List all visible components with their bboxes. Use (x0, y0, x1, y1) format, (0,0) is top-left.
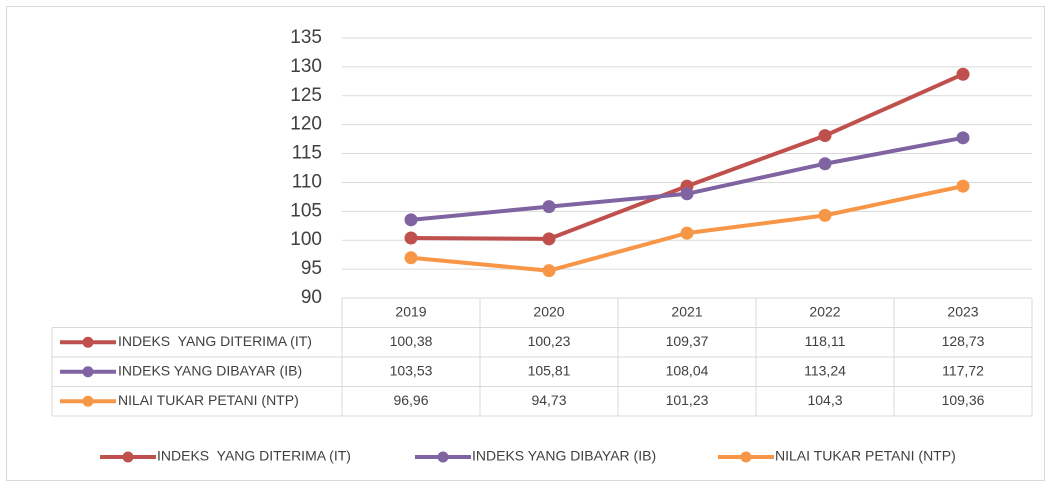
legend-marker (122, 451, 134, 463)
legend-label: INDEKS YANG DITERIMA (IT) (157, 448, 351, 464)
x-tick-label: 2019 (395, 303, 426, 319)
y-tick-label: 135 (290, 27, 322, 48)
y-tick-label: 115 (292, 143, 322, 164)
y-tick-label: 125 (290, 85, 322, 106)
x-tick-label: 2023 (947, 303, 978, 319)
x-tick-label: 2021 (671, 303, 702, 319)
table-value: 113,24 (804, 362, 846, 378)
legend-marker (82, 366, 94, 378)
table-value: 103,53 (390, 362, 433, 378)
y-tick-label: 90 (301, 287, 322, 308)
table-value: 100,38 (390, 333, 433, 349)
table-value: 117,72 (942, 362, 984, 378)
y-tick-label: 100 (290, 229, 322, 250)
y-tick-label: 130 (290, 56, 322, 77)
data-point (542, 200, 556, 214)
legend-label: INDEKS YANG DIBAYAR (IB) (472, 448, 656, 464)
data-point (542, 264, 556, 278)
table-value: 118,11 (805, 333, 846, 349)
y-tick-label: 105 (290, 200, 322, 221)
table-value: 108,04 (666, 362, 709, 378)
legend-marker (82, 336, 94, 348)
data-point (404, 251, 418, 265)
table-series-name: INDEKS YANG DITERIMA (IT) (118, 333, 312, 349)
table-series-name: NILAI TUKAR PETANI (NTP) (118, 392, 299, 408)
table-value: 105,81 (528, 362, 571, 378)
data-point (818, 208, 832, 222)
data-point (956, 131, 970, 145)
data-point (404, 231, 418, 245)
data-point (818, 129, 832, 143)
table-value: 94,73 (531, 392, 566, 408)
table-value: 109,36 (942, 392, 985, 408)
legend-label: NILAI TUKAR PETANI (NTP) (775, 448, 956, 464)
data-point (542, 232, 556, 246)
table-value: 104,3 (807, 392, 842, 408)
x-tick-label: 2022 (809, 303, 840, 319)
table-value: 109,37 (666, 333, 709, 349)
legend-marker (82, 395, 94, 407)
y-tick-label: 110 (292, 171, 322, 192)
data-point (680, 187, 694, 201)
data-point (404, 213, 418, 227)
table-value: 101,23 (666, 392, 709, 408)
data-point (956, 179, 970, 193)
table-value: 100,23 (528, 333, 571, 349)
chart-frame (6, 6, 1045, 481)
data-point (818, 157, 832, 171)
data-point (680, 226, 694, 240)
legend-marker (740, 451, 752, 463)
table-value: 128,73 (942, 333, 985, 349)
data-point (956, 67, 970, 81)
legend-marker (437, 451, 449, 463)
table-value: 96,96 (393, 392, 428, 408)
x-tick-label: 2020 (533, 303, 564, 319)
y-tick-label: 95 (301, 258, 322, 279)
y-tick-label: 120 (290, 114, 322, 135)
table-series-name: INDEKS YANG DIBAYAR (IB) (118, 362, 302, 378)
